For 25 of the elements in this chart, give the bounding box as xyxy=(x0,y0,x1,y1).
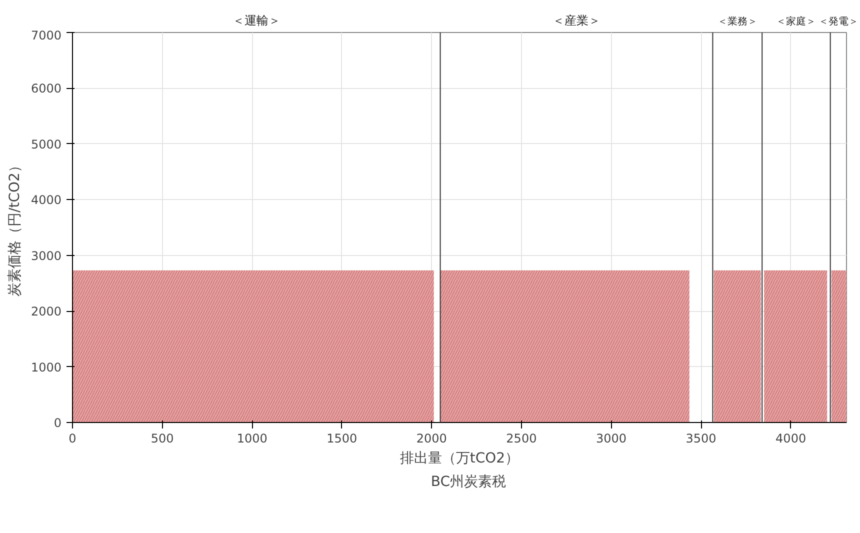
x-tick-label: 0 xyxy=(68,432,76,446)
x-tick-label: 500 xyxy=(150,432,174,446)
y-tick-label: 1000 xyxy=(30,360,62,374)
x-tick-label: 2500 xyxy=(506,432,537,446)
x-tick-label: 1000 xyxy=(236,432,268,446)
x-tick-label: 1500 xyxy=(326,432,358,446)
y-tick-label: 3000 xyxy=(30,248,62,263)
y-tick-label: 4000 xyxy=(30,193,62,208)
y-tick-label: 2000 xyxy=(30,304,62,319)
y-axis-title: 炭素価格（円/tCO2） xyxy=(6,158,23,296)
y-tick-label: 5000 xyxy=(30,137,62,152)
y-tick-label: 0 xyxy=(54,416,62,430)
x-tick-label: 3000 xyxy=(596,432,627,446)
y-tick-label: 6000 xyxy=(30,82,62,96)
x-tick-label: 3500 xyxy=(686,432,716,446)
text: ＜産業＞ xyxy=(552,14,600,28)
text: ＜発電＞ xyxy=(818,16,858,28)
y-tick-label: 7000 xyxy=(30,28,62,42)
x-tick-label: 2000 xyxy=(416,432,447,446)
text: ＜家庭＞ xyxy=(776,16,816,28)
text: ＜運輸＞ xyxy=(232,14,280,28)
text: BC州炭素税 xyxy=(430,473,506,491)
text: ＜業務＞ xyxy=(717,16,758,28)
x-tick-label: 4000 xyxy=(776,432,806,446)
x-axis-title: 排出量（万tCO2） xyxy=(400,450,520,466)
